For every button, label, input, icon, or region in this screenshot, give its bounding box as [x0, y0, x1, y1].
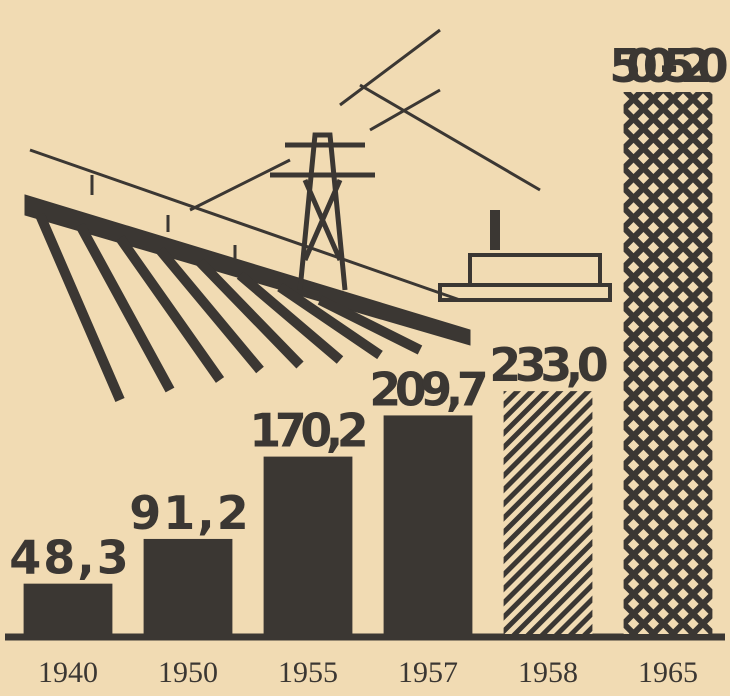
x-tick-label: 1940 — [38, 656, 98, 689]
value-label: 209,7 — [369, 362, 487, 416]
x-tick-label: 1957 — [398, 656, 458, 689]
value-label: 48,3 — [9, 531, 127, 585]
bar — [264, 457, 353, 634]
bar — [504, 391, 593, 634]
value-label: 91,2 — [129, 486, 247, 540]
bar — [624, 92, 713, 634]
x-tick-label: 1958 — [518, 656, 578, 689]
value-label: 170,2 — [249, 404, 367, 458]
x-tick-label: 1950 — [158, 656, 218, 689]
x-tick-label: 1955 — [278, 656, 338, 689]
chart: 1940 48,3 1950 91,2 1955 170,2 1957 209,7 1958 23… — [0, 0, 730, 696]
value-label: 233,0 — [489, 338, 607, 392]
bar — [144, 539, 233, 634]
x-tick-label: 1965 — [638, 656, 698, 689]
bar — [384, 415, 473, 634]
value-label: 500-520 — [609, 39, 727, 93]
bar — [24, 584, 113, 634]
